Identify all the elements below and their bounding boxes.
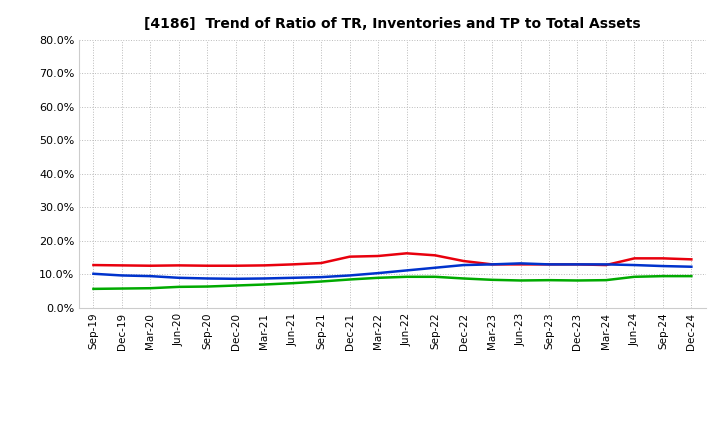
Inventories	[659, 264, 667, 269]
Inventories	[516, 261, 525, 266]
Trade Receivables	[402, 251, 411, 256]
Trade Payables	[374, 275, 382, 280]
Trade Payables	[402, 274, 411, 279]
Trade Payables	[146, 286, 155, 291]
Trade Receivables	[630, 256, 639, 261]
Inventories	[573, 262, 582, 267]
Trade Payables	[232, 283, 240, 288]
Trade Payables	[459, 276, 468, 281]
Trade Payables	[602, 278, 611, 283]
Inventories	[174, 275, 183, 280]
Trade Receivables	[174, 263, 183, 268]
Trade Receivables	[232, 263, 240, 268]
Legend: Trade Receivables, Inventories, Trade Payables: Trade Receivables, Inventories, Trade Pa…	[166, 435, 619, 440]
Inventories	[602, 262, 611, 267]
Inventories	[146, 274, 155, 279]
Inventories	[317, 275, 325, 280]
Trade Receivables	[659, 256, 667, 261]
Trade Receivables	[487, 262, 496, 267]
Inventories	[117, 273, 126, 278]
Trade Payables	[687, 274, 696, 279]
Trade Payables	[117, 286, 126, 291]
Trade Payables	[174, 284, 183, 290]
Trade Receivables	[516, 262, 525, 267]
Inventories	[630, 262, 639, 268]
Trade Payables	[346, 277, 354, 282]
Inventories	[232, 276, 240, 282]
Inventories	[459, 262, 468, 268]
Trade Receivables	[573, 262, 582, 267]
Inventories	[374, 271, 382, 276]
Inventories	[346, 273, 354, 278]
Trade Payables	[203, 284, 212, 289]
Trade Payables	[317, 279, 325, 284]
Trade Receivables	[203, 263, 212, 268]
Trade Payables	[431, 274, 439, 279]
Trade Receivables	[602, 262, 611, 268]
Inventories	[260, 276, 269, 281]
Line: Inventories: Inventories	[94, 264, 691, 279]
Inventories	[89, 271, 98, 276]
Trade Receivables	[117, 263, 126, 268]
Inventories	[289, 275, 297, 280]
Inventories	[431, 265, 439, 270]
Trade Receivables	[431, 253, 439, 258]
Trade Payables	[545, 278, 554, 283]
Trade Payables	[487, 277, 496, 282]
Trade Receivables	[687, 257, 696, 262]
Trade Receivables	[346, 254, 354, 259]
Trade Payables	[630, 274, 639, 279]
Trade Receivables	[459, 258, 468, 264]
Trade Receivables	[289, 262, 297, 267]
Trade Payables	[260, 282, 269, 287]
Trade Receivables	[317, 260, 325, 266]
Trade Payables	[89, 286, 98, 292]
Trade Receivables	[260, 263, 269, 268]
Trade Payables	[516, 278, 525, 283]
Inventories	[687, 264, 696, 269]
Line: Trade Payables: Trade Payables	[94, 276, 691, 289]
Trade Payables	[659, 274, 667, 279]
Trade Receivables	[545, 262, 554, 267]
Inventories	[487, 262, 496, 267]
Trade Receivables	[146, 263, 155, 268]
Inventories	[545, 262, 554, 267]
Title: [4186]  Trend of Ratio of TR, Inventories and TP to Total Assets: [4186] Trend of Ratio of TR, Inventories…	[144, 18, 641, 32]
Trade Receivables	[89, 262, 98, 268]
Trade Receivables	[374, 253, 382, 259]
Trade Payables	[289, 281, 297, 286]
Line: Trade Receivables: Trade Receivables	[94, 253, 691, 266]
Inventories	[203, 276, 212, 281]
Trade Payables	[573, 278, 582, 283]
Inventories	[402, 268, 411, 273]
